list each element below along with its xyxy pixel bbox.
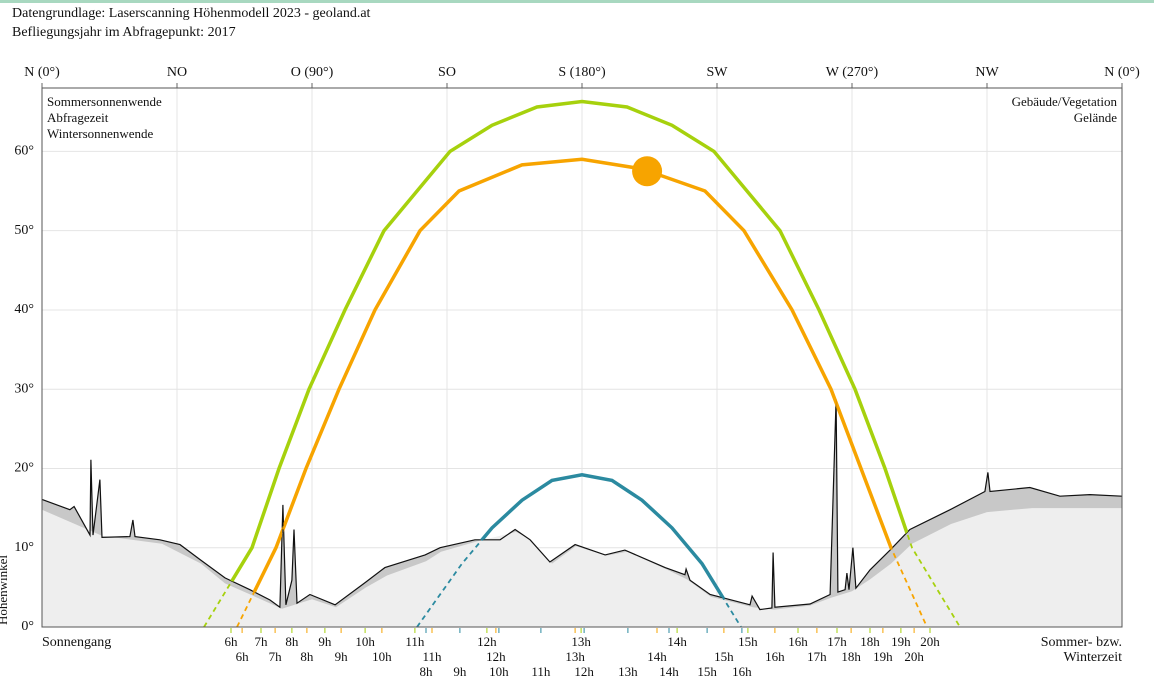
hour-label: 16h (732, 664, 752, 679)
bottom-right-label: Sommer- bzw. (1041, 635, 1122, 650)
plot-frame (41, 87, 1123, 628)
terrain-area (42, 399, 1122, 627)
hour-label: 15h (714, 649, 734, 664)
hour-label: 13h (565, 649, 585, 664)
y-tick-label: 50° (14, 223, 34, 238)
header-line: Datengrundlage: Laserscanning Höhenmodel… (12, 6, 371, 21)
x-tick-label: SW (707, 65, 729, 80)
hour-label: 6h (236, 649, 250, 664)
y-axis-label: Höhenwinkel (0, 555, 10, 625)
hour-label: 9h (453, 664, 467, 679)
y-tick-label: 20° (14, 461, 34, 476)
bottom-right-label: Winterzeit (1063, 650, 1122, 665)
hour-label: 8h (420, 664, 434, 679)
y-tick-label: 60° (14, 144, 34, 159)
x-tick-label: N (0°) (24, 65, 60, 80)
hour-label: 13h (618, 664, 638, 679)
hour-label: 15h (697, 664, 717, 679)
hour-label: 10h (372, 649, 392, 664)
hour-label: 14h (659, 664, 679, 679)
terrain-area (42, 508, 1122, 627)
hour-label: 6h (225, 634, 239, 649)
x-tick-label: W (270°) (826, 65, 879, 80)
hour-label: 17h (827, 634, 847, 649)
hour-label: 19h (873, 649, 893, 664)
y-tick-label: 0° (21, 619, 34, 634)
hour-label: 10h (355, 634, 375, 649)
hour-label: 7h (255, 634, 269, 649)
top-border (0, 0, 1154, 3)
hour-label: 15h (738, 634, 758, 649)
hour-label: 10h (489, 664, 509, 679)
x-tick-label: O (90°) (291, 65, 334, 80)
hour-label: 20h (904, 649, 924, 664)
x-tick-label: NW (975, 65, 999, 80)
hour-label: 18h (860, 634, 880, 649)
sun-path-hidden (416, 473, 742, 628)
sun-path-hidden (236, 158, 928, 628)
hour-label: 8h (300, 649, 314, 664)
terrain-line (41, 399, 1123, 611)
hour-label: 19h (891, 634, 911, 649)
header-line: Befliegungsjahr im Abfragepunkt: 2017 (12, 25, 236, 40)
hour-label: 13h (571, 634, 591, 649)
hour-label: 7h (269, 649, 283, 664)
bottom-left-label: Sonnengang (42, 635, 111, 650)
legend-entry: Wintersonnenwende (47, 126, 154, 141)
x-tick-label: SO (438, 65, 456, 80)
legend-entry: Gebäude/Vegetation (1012, 94, 1118, 109)
legend-entry: Abfragezeit (47, 110, 109, 125)
hour-label: 16h (788, 634, 808, 649)
x-tick-label: NO (167, 65, 187, 80)
hour-label: 11h (405, 634, 425, 649)
hour-label: 14h (647, 649, 667, 664)
hour-label: 11h (531, 664, 551, 679)
hour-label: 11h (422, 649, 442, 664)
sun-marker (632, 156, 663, 187)
hour-label: 12h (486, 649, 506, 664)
y-tick-label: 30° (14, 381, 34, 396)
hour-label: 9h (335, 649, 349, 664)
y-tick-label: 10° (14, 540, 34, 555)
hour-label: 20h (920, 634, 940, 649)
hour-label: 12h (477, 634, 497, 649)
y-tick-label: 40° (14, 302, 34, 317)
x-tick-label: S (180°) (558, 65, 606, 80)
hour-label: 14h (667, 634, 687, 649)
legend-entry: Sommersonnenwende (47, 94, 162, 109)
hour-label: 9h (318, 634, 332, 649)
hour-label: 8h (285, 634, 299, 649)
sun-path-hidden (203, 100, 961, 628)
hour-label: 17h (807, 649, 827, 664)
x-tick-label: N (0°) (1104, 65, 1140, 80)
hour-label: 18h (841, 649, 861, 664)
hour-label: 16h (765, 649, 785, 664)
legend-entry: Gelände (1074, 110, 1118, 125)
hour-label: 12h (574, 664, 594, 679)
